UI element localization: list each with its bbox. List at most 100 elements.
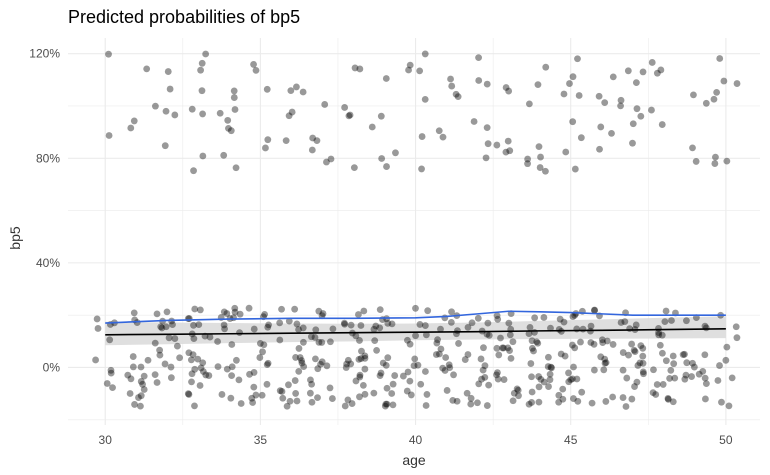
data-point (383, 400, 391, 408)
data-point (105, 50, 112, 58)
data-point (308, 380, 316, 388)
data-point (278, 388, 286, 395)
data-point (535, 398, 543, 406)
data-point (185, 391, 193, 398)
data-point (454, 327, 461, 335)
data-point (295, 367, 303, 375)
data-point (313, 137, 321, 145)
data-point (640, 370, 647, 378)
data-point (298, 359, 306, 367)
data-point (126, 390, 134, 397)
data-point (109, 384, 116, 391)
data-point (191, 365, 199, 373)
data-point (579, 325, 587, 333)
data-point (513, 385, 521, 393)
data-point (379, 359, 387, 367)
data-point (630, 346, 638, 354)
data-point (161, 360, 169, 368)
data-point (416, 67, 424, 75)
data-point (230, 94, 238, 101)
data-point (361, 365, 369, 373)
data-point (733, 80, 741, 87)
data-point (716, 362, 723, 369)
x-axis-title: age (402, 452, 426, 468)
data-point (639, 68, 647, 76)
data-point (291, 377, 299, 384)
data-point (555, 398, 563, 406)
data-point (279, 394, 287, 402)
data-point (536, 164, 544, 171)
data-point (562, 148, 570, 156)
data-point (632, 79, 640, 87)
data-point (286, 397, 294, 405)
data-point (327, 155, 335, 163)
chart-title: Predicted probabilities of bp5 (68, 7, 300, 27)
data-point (506, 347, 513, 354)
data-point (475, 77, 483, 84)
data-point (161, 142, 169, 150)
data-point (664, 395, 672, 402)
data-point (129, 363, 137, 371)
data-point (535, 143, 543, 150)
data-point (237, 400, 245, 407)
data-point (184, 315, 192, 323)
data-point (507, 354, 515, 362)
data-point (293, 320, 301, 328)
data-point (633, 378, 641, 386)
data-point (653, 69, 661, 77)
data-point (568, 341, 576, 349)
data-point (443, 387, 451, 394)
data-point (509, 338, 517, 346)
data-point (509, 397, 517, 405)
data-point (360, 307, 368, 315)
data-point (345, 112, 353, 120)
data-point (455, 340, 462, 347)
data-point (545, 383, 552, 390)
data-point (231, 308, 239, 316)
data-point (256, 354, 264, 361)
data-point (414, 361, 422, 369)
data-point (357, 322, 365, 329)
data-point (260, 341, 268, 349)
data-point (130, 117, 138, 125)
data-point (298, 357, 305, 364)
data-point (127, 375, 135, 383)
data-point (189, 351, 197, 358)
data-point (544, 363, 552, 370)
data-point (510, 389, 518, 397)
data-point (718, 398, 725, 406)
data-point (692, 158, 700, 165)
data-point (308, 398, 316, 406)
data-point (484, 319, 492, 327)
data-point (263, 380, 271, 388)
data-point (484, 140, 492, 148)
data-point (639, 352, 647, 360)
data-point (214, 338, 221, 345)
data-point (531, 314, 539, 322)
data-point (712, 153, 719, 161)
data-point (412, 332, 419, 340)
data-point (199, 368, 207, 375)
data-point (227, 127, 235, 135)
data-point (347, 321, 355, 329)
data-point (570, 395, 577, 402)
data-point (202, 371, 210, 379)
data-point (450, 371, 457, 379)
data-point (499, 344, 506, 352)
data-point (165, 334, 173, 342)
data-point (537, 376, 545, 383)
data-point (388, 390, 396, 397)
y-tick-label: 0% (43, 360, 61, 374)
data-point (667, 366, 675, 374)
data-point (633, 105, 641, 113)
data-point (293, 397, 301, 405)
data-point (548, 364, 555, 372)
data-point (248, 394, 256, 402)
data-point (421, 322, 429, 329)
data-point (220, 308, 228, 316)
data-point (300, 338, 307, 346)
data-point (448, 308, 455, 316)
data-point (405, 66, 412, 74)
data-point (528, 388, 536, 396)
data-point (283, 402, 291, 410)
